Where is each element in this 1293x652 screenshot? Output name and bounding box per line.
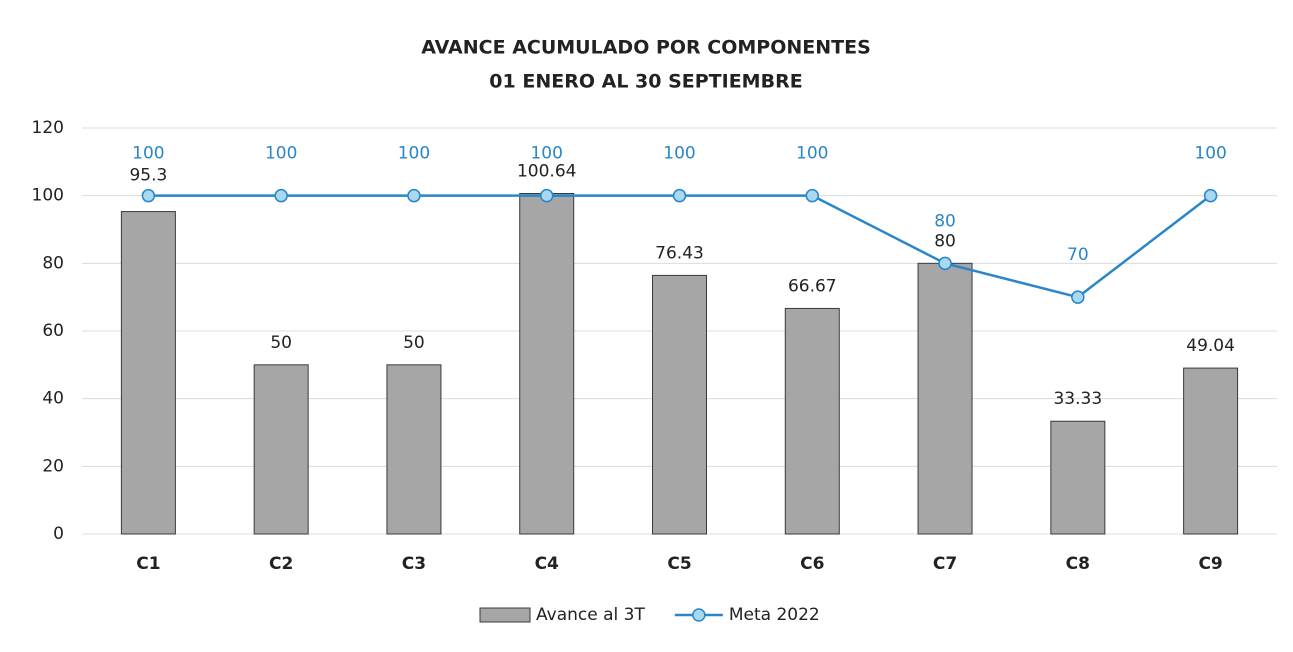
bar (652, 274, 707, 535)
y-tick-label: 60 (42, 321, 64, 341)
bar (784, 307, 840, 535)
x-tick-label: C1 (136, 554, 160, 574)
chart-subtitle: 01 ENERO AL 30 SEPTIEMBRE (489, 71, 802, 93)
line-marker (672, 188, 687, 203)
line-marker (407, 188, 421, 203)
line-value-label: 100 (796, 144, 828, 164)
line-value-label: 100 (663, 144, 695, 164)
legend-label: Meta 2022 (729, 605, 820, 625)
y-tick-label: 0 (53, 524, 64, 544)
x-tick-label: C3 (402, 554, 426, 574)
line-value-label: 100 (132, 144, 164, 164)
bar-value-label: 50 (403, 333, 425, 353)
bar (917, 262, 973, 535)
x-tick-label: C9 (1198, 554, 1222, 574)
bar (386, 364, 442, 535)
line-value-label: 100 (1194, 144, 1226, 164)
line-marker (1203, 188, 1218, 203)
line-value-label: 100 (398, 144, 430, 164)
x-tick-label: C6 (800, 554, 824, 574)
x-tick-label: C5 (667, 554, 691, 574)
bar (120, 211, 176, 535)
y-tick-label: 20 (42, 456, 64, 476)
bar-value-label: 49.04 (1186, 336, 1235, 356)
legend-swatch (692, 608, 706, 622)
line-value-label: 100 (265, 144, 297, 164)
line-marker (805, 188, 820, 203)
bar-value-label: 80 (934, 231, 956, 251)
legend-label: Avance al 3T (536, 605, 645, 625)
line-marker (1071, 290, 1085, 304)
legend-swatch (479, 607, 531, 623)
x-tick-label: C2 (269, 554, 293, 574)
bar-value-label: 95.3 (129, 166, 167, 186)
bar-value-label: 33.33 (1053, 389, 1102, 409)
y-tick-label: 120 (32, 118, 64, 138)
y-tick-label: 100 (32, 186, 64, 206)
x-tick-label: C4 (535, 554, 559, 574)
bar (1183, 367, 1239, 535)
bar-value-label: 76.43 (655, 243, 704, 263)
line-value-label: 100 (530, 144, 562, 164)
bar (1050, 420, 1106, 535)
bar (253, 364, 309, 535)
bar-value-label: 50 (270, 333, 292, 353)
bar-value-label: 100.64 (517, 162, 576, 182)
line-value-label: 80 (934, 211, 956, 231)
line-marker (938, 256, 952, 271)
y-tick-label: 80 (42, 253, 64, 273)
line-marker (539, 188, 554, 203)
x-tick-label: C8 (1066, 554, 1090, 574)
bar (519, 193, 575, 535)
line-marker (274, 188, 288, 203)
bar-value-label: 66.67 (788, 276, 837, 296)
line-value-label: 70 (1067, 245, 1089, 265)
line-marker (141, 188, 156, 203)
y-tick-label: 40 (42, 389, 64, 409)
chart-title: AVANCE ACUMULADO POR COMPONENTES (421, 37, 871, 59)
x-tick-label: C7 (933, 554, 957, 574)
